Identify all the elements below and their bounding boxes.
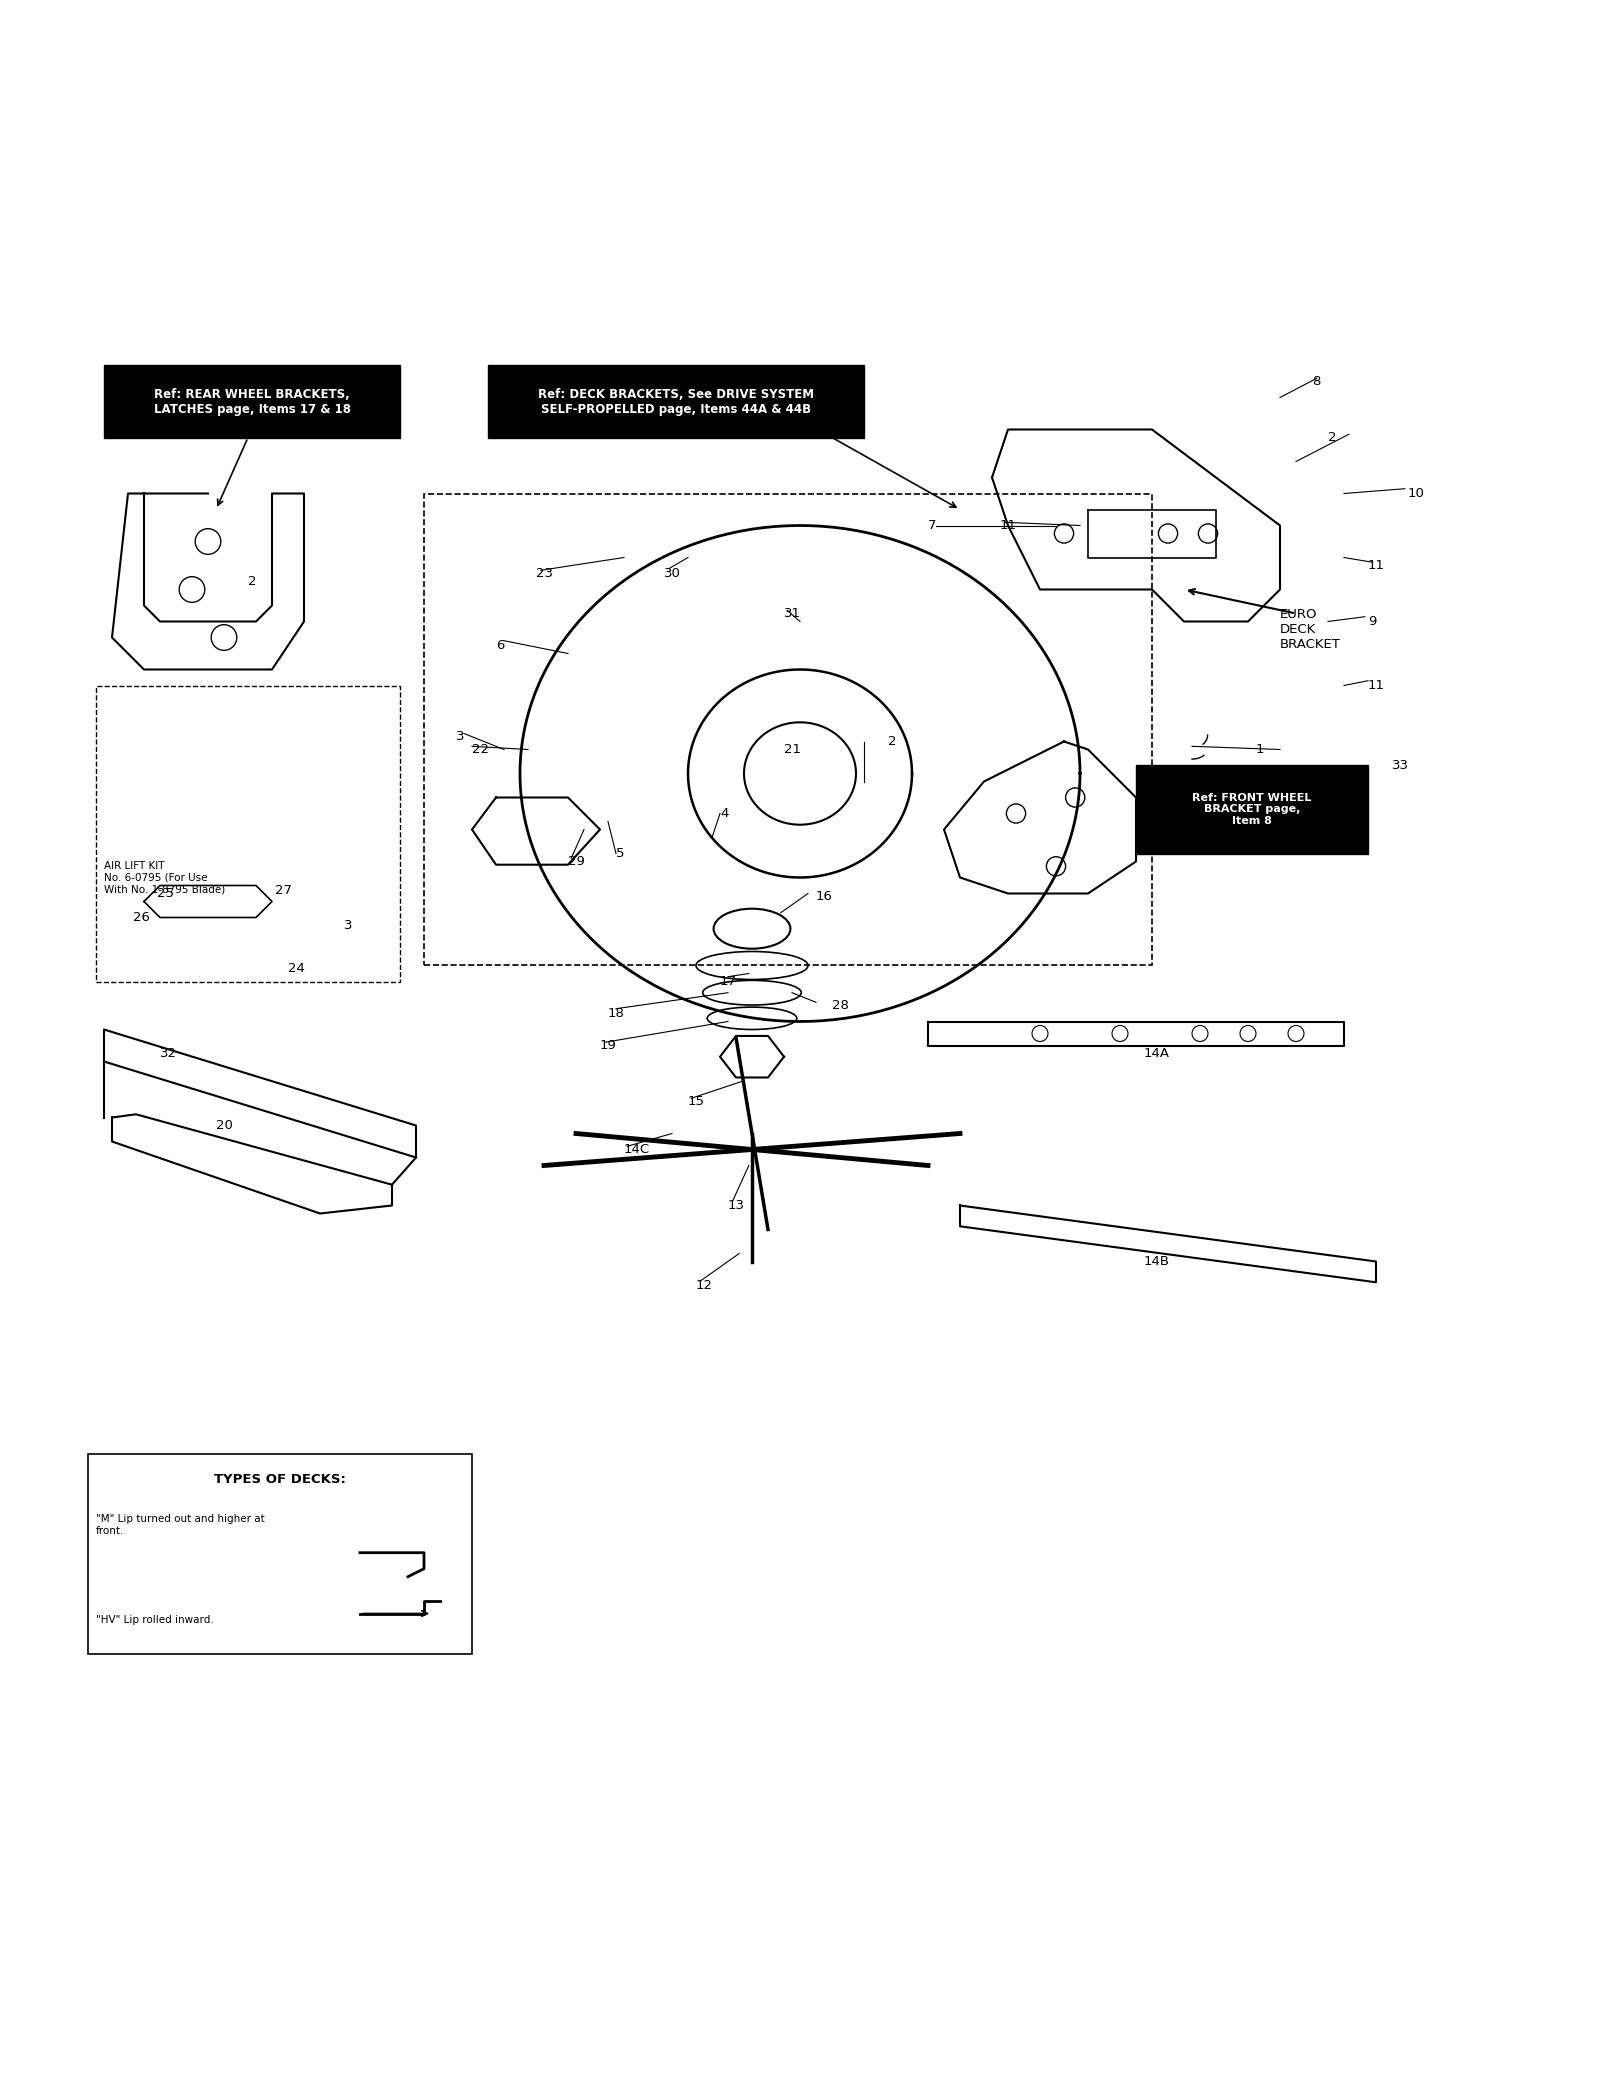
Text: 30: 30 bbox=[664, 566, 682, 581]
Bar bbox=[1136, 766, 1368, 853]
Text: 11: 11 bbox=[1000, 519, 1018, 531]
Text: 22: 22 bbox=[472, 743, 490, 755]
Text: 17: 17 bbox=[720, 975, 738, 988]
Text: 3: 3 bbox=[344, 919, 352, 932]
Text: 8: 8 bbox=[1312, 376, 1320, 388]
Text: 24: 24 bbox=[288, 963, 306, 975]
Text: 14A: 14A bbox=[1144, 1048, 1170, 1060]
Text: 9: 9 bbox=[1368, 614, 1376, 629]
Bar bbox=[96, 685, 400, 981]
Text: 3: 3 bbox=[456, 730, 464, 743]
Text: Ref: DECK BRACKETS, See DRIVE SYSTEM
SELF-PROPELLED page, Items 44A & 44B: Ref: DECK BRACKETS, See DRIVE SYSTEM SEL… bbox=[538, 388, 814, 415]
Text: 11: 11 bbox=[1368, 679, 1386, 691]
Text: 20: 20 bbox=[216, 1118, 234, 1133]
Text: 2: 2 bbox=[248, 575, 256, 587]
Bar bbox=[488, 365, 864, 438]
Text: Ref: FRONT WHEEL
BRACKET page,
Item 8: Ref: FRONT WHEEL BRACKET page, Item 8 bbox=[1192, 793, 1312, 826]
Text: 15: 15 bbox=[688, 1096, 706, 1108]
Text: 32: 32 bbox=[160, 1048, 178, 1060]
Text: 14B: 14B bbox=[1144, 1255, 1170, 1268]
Text: 29: 29 bbox=[568, 855, 586, 867]
Text: 2: 2 bbox=[888, 735, 896, 747]
Text: 5: 5 bbox=[616, 847, 624, 859]
Bar bbox=[104, 365, 400, 438]
Text: EURO
DECK
BRACKET: EURO DECK BRACKET bbox=[1280, 608, 1341, 652]
Text: 12: 12 bbox=[696, 1278, 714, 1293]
Text: 25: 25 bbox=[157, 886, 174, 901]
Text: 6: 6 bbox=[496, 639, 504, 652]
Text: 10: 10 bbox=[1408, 488, 1426, 500]
Text: Ref: REAR WHEEL BRACKETS,
LATCHES page, Items 17 & 18: Ref: REAR WHEEL BRACKETS, LATCHES page, … bbox=[154, 388, 350, 415]
Text: 23: 23 bbox=[536, 566, 554, 581]
Text: 2: 2 bbox=[1328, 432, 1336, 444]
Text: AIR LIFT KIT
No. 6-0795 (For Use
With No. 1-8795 Blade): AIR LIFT KIT No. 6-0795 (For Use With No… bbox=[104, 861, 226, 894]
Text: "HV" Lip rolled inward.: "HV" Lip rolled inward. bbox=[96, 1614, 214, 1625]
Text: 28: 28 bbox=[832, 998, 850, 1013]
Text: 4: 4 bbox=[720, 807, 728, 820]
Text: TYPES OF DECKS:: TYPES OF DECKS: bbox=[214, 1473, 346, 1486]
Text: 27: 27 bbox=[275, 884, 293, 896]
Text: 7: 7 bbox=[928, 519, 936, 531]
Text: 19: 19 bbox=[600, 1040, 618, 1052]
Text: 18: 18 bbox=[608, 1006, 626, 1021]
Text: 16: 16 bbox=[816, 890, 834, 903]
Text: 33: 33 bbox=[1392, 759, 1410, 772]
Text: 21: 21 bbox=[784, 743, 802, 755]
Text: "M" Lip turned out and higher at
front.: "M" Lip turned out and higher at front. bbox=[96, 1515, 264, 1536]
Bar bbox=[88, 1452, 472, 1654]
Text: 31: 31 bbox=[784, 608, 802, 620]
Text: 13: 13 bbox=[728, 1199, 746, 1212]
Text: 1: 1 bbox=[1256, 743, 1264, 755]
Text: 11: 11 bbox=[1368, 558, 1386, 573]
Text: 14C: 14C bbox=[624, 1143, 650, 1156]
Text: 26: 26 bbox=[133, 911, 150, 923]
